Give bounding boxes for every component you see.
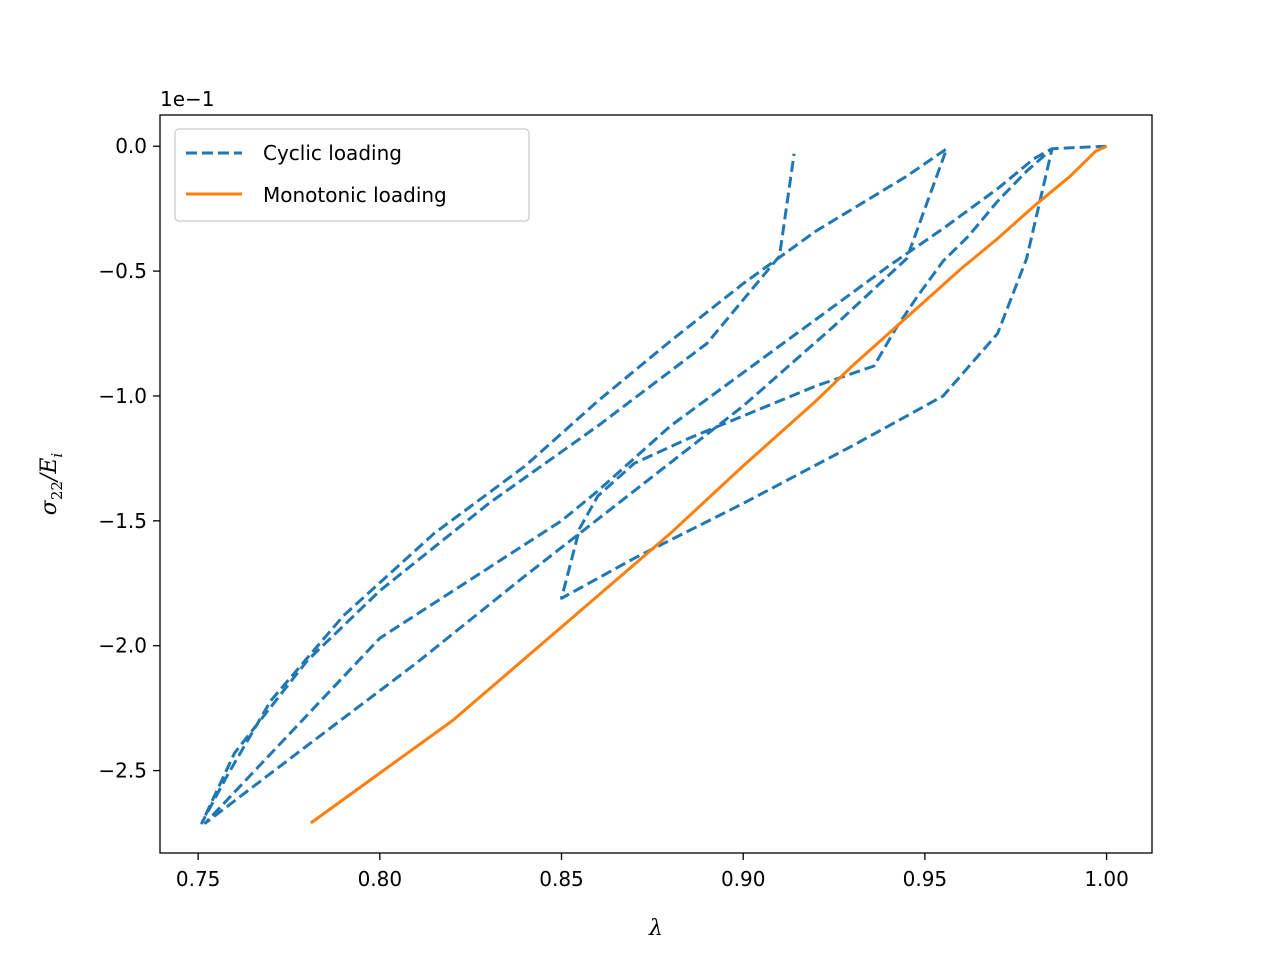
legend-label-cyclic: Cyclic loading <box>263 141 402 165</box>
series-line-monotonic-loading <box>309 144 1108 825</box>
y-tick-label: −1.0 <box>98 384 147 408</box>
ticks-layer: 0.75 0.80 0.85 0.90 0.95 1.00 0.0 −0.5 −1.0 −1.5 −… <box>98 134 1128 891</box>
x-tick-label: 0.95 <box>903 867 948 891</box>
series-layer <box>200 144 1108 825</box>
y-tick-label: −2.5 <box>98 759 147 783</box>
plot-frame <box>159 114 1153 854</box>
x-tick-label: 0.80 <box>358 867 403 891</box>
y-offset-label: 1e−1 <box>160 87 215 111</box>
y-axis-label: σ22/Ei <box>37 453 66 516</box>
legend-box <box>174 128 530 222</box>
y-tick-label: −1.5 <box>98 509 147 533</box>
x-tick-label: 0.85 <box>539 867 584 891</box>
y-tick-label: 0.0 <box>115 134 147 158</box>
legend: Cyclic loading Monotonic loading <box>174 128 530 222</box>
x-tick-label: 0.75 <box>176 867 221 891</box>
series-line-cyclic-loading <box>200 144 1107 825</box>
legend-label-monotonic: Monotonic loading <box>263 183 447 207</box>
y-tick-label: −2.0 <box>98 634 147 658</box>
x-tick-label: 1.00 <box>1084 867 1129 891</box>
x-axis-label: λ <box>648 916 663 941</box>
x-tick-label: 0.90 <box>721 867 766 891</box>
y-tick-label: −0.5 <box>98 259 147 283</box>
